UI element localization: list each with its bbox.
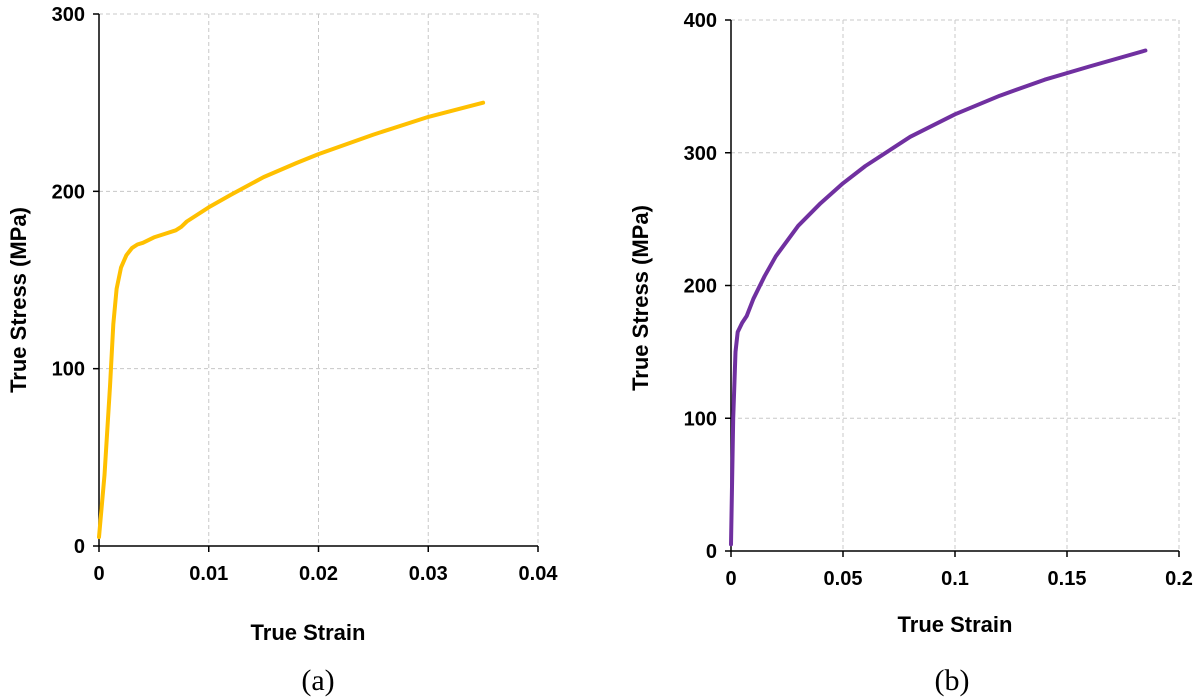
y-tick-label-b-4: 400: [684, 10, 717, 32]
y-tick-label-a-0: 0: [74, 536, 85, 558]
y-tick-label-b-0: 0: [706, 541, 717, 563]
axes-a: [93, 13, 539, 552]
x-tick-label-a-1: 0.01: [189, 563, 228, 585]
y-axis-title-b: True Stress (MPa): [628, 205, 653, 391]
x-tick-label-b-3: 0.15: [1048, 568, 1087, 590]
y-tick-label-b-2: 200: [684, 276, 717, 298]
axes-b: [725, 19, 1180, 557]
x-axis-title-a: True Strain: [251, 620, 366, 645]
x-tick-label-a-2: 0.02: [299, 563, 338, 585]
series-line-b-0: [729, 48, 1148, 547]
y-tick-label-b-3: 300: [684, 143, 717, 165]
chart-panel-b: 0 0.05 0.1 0.15 0.2 0 100 200 300 400 True Strain…: [628, 10, 1193, 697]
panel-label-a: (a): [301, 664, 334, 697]
x-tick-label-b-4: 0.2: [1165, 568, 1193, 590]
series-layer-b: [729, 48, 1148, 547]
y-tick-label-b-1: 100: [684, 408, 717, 430]
x-tick-label-b-1: 0.05: [824, 568, 863, 590]
series-layer-a: [97, 100, 486, 540]
y-tick-label-a-1: 100: [52, 359, 85, 381]
y-tick-label-a-3: 300: [52, 4, 85, 26]
x-axis-title-b: True Strain: [898, 612, 1013, 637]
tick-labels-b: 0 0.05 0.1 0.15 0.2 0 100 200 300 400: [684, 10, 1193, 590]
grid-b: [731, 19, 1180, 551]
x-tick-label-a-0: 0: [93, 563, 104, 585]
y-axis-title-a: True Stress (MPa): [6, 207, 31, 393]
tick-labels-a: 0 0.01 0.02 0.03 0.04 0 100 200 300: [52, 4, 559, 585]
x-tick-label-a-4: 0.04: [519, 563, 559, 585]
y-tick-label-a-2: 200: [52, 181, 85, 203]
x-tick-label-b-2: 0.1: [941, 568, 969, 590]
panel-label-b: (b): [935, 664, 970, 697]
x-tick-label-a-3: 0.03: [409, 563, 448, 585]
series-line-a-0: [97, 100, 486, 540]
x-tick-label-b-0: 0: [725, 568, 736, 590]
grid-a: [99, 13, 539, 546]
